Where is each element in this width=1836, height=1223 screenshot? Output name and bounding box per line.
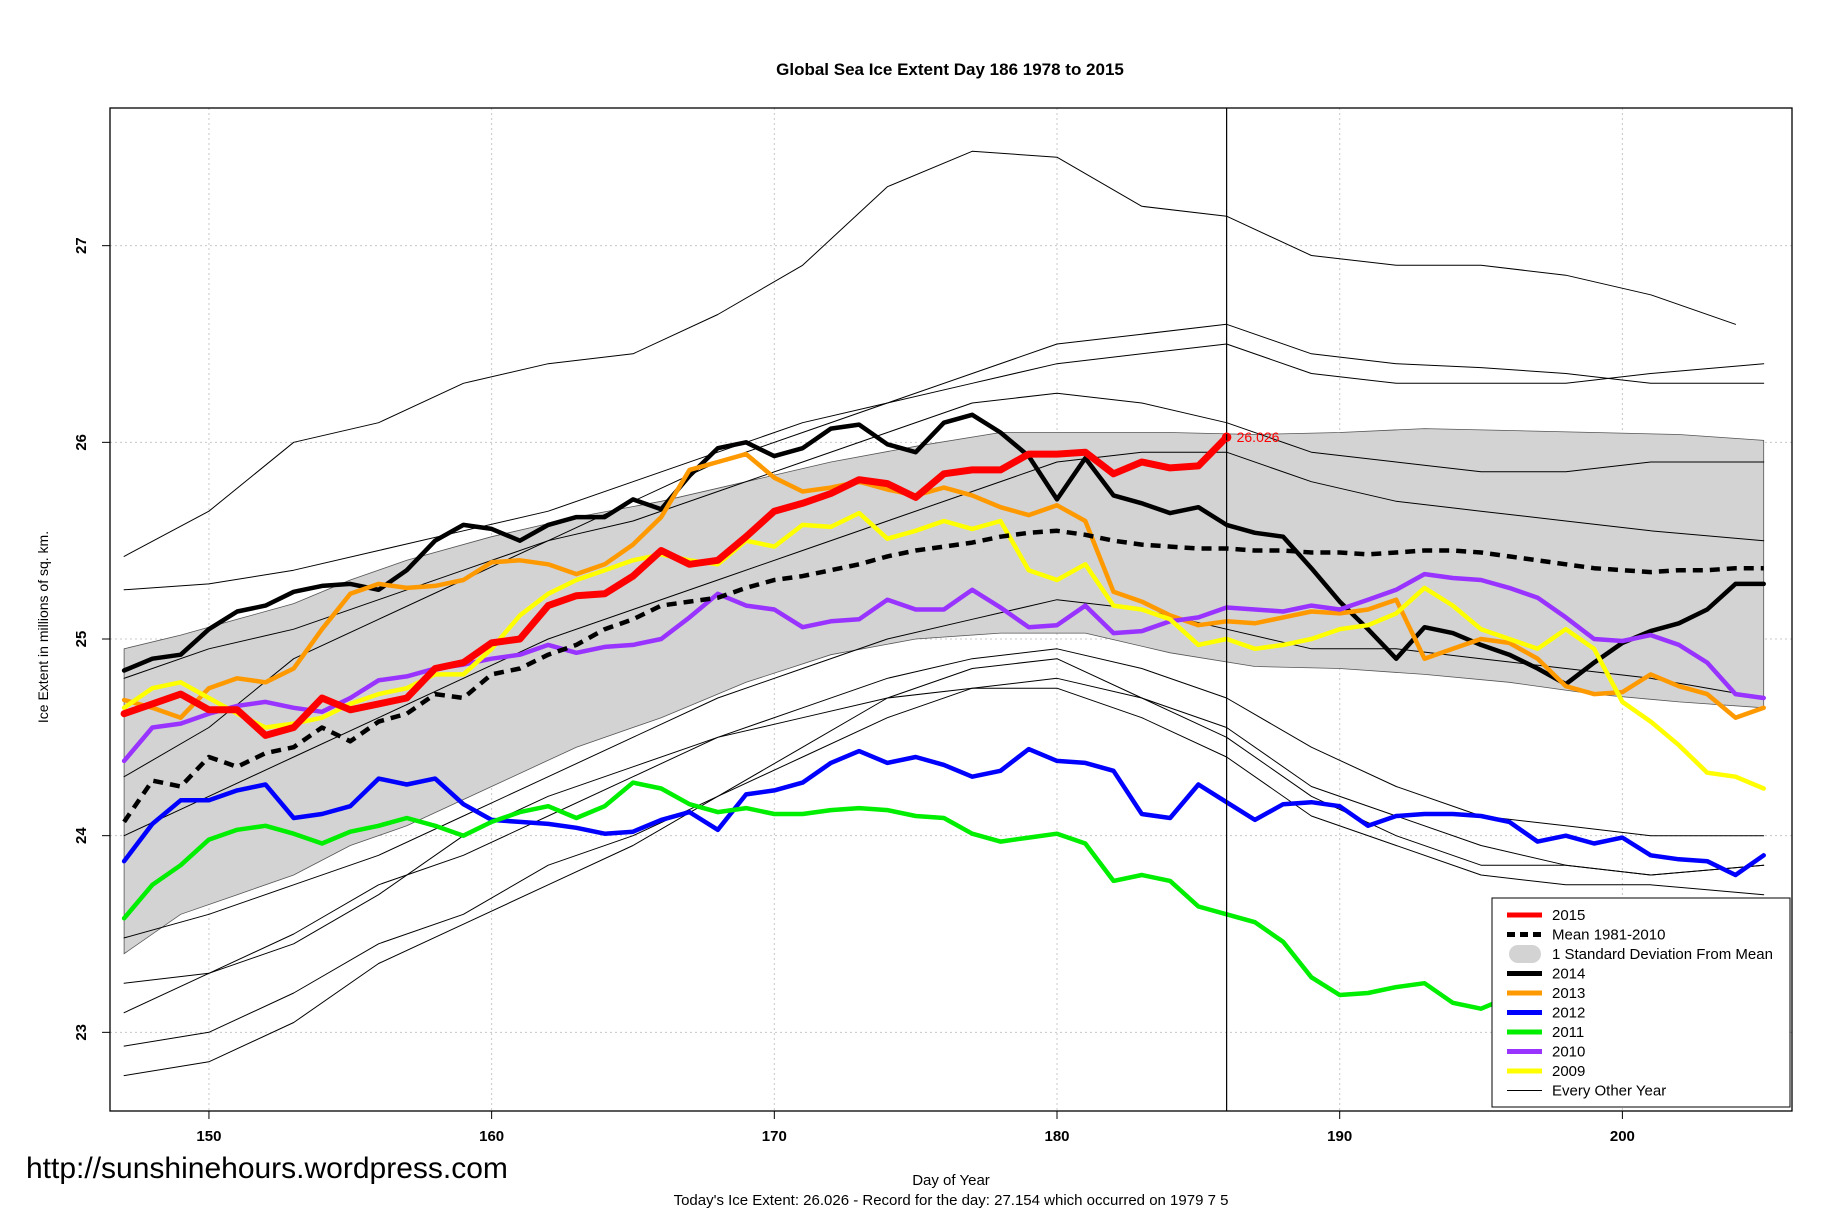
y-tick-label: 23 (73, 1024, 90, 1041)
series-line-2011 (121, 780, 1766, 1011)
series-lines (120, 150, 1766, 1077)
today-value-label: 26.026 (1237, 429, 1280, 445)
legend-swatch (1509, 945, 1541, 963)
watermark-url: http://sunshinehours.wordpress.com (26, 1152, 508, 1185)
plot-frame (109, 107, 1793, 1112)
x-tick-label: 170 (762, 1128, 787, 1145)
series-line-every-other-year (123, 343, 1765, 591)
x-tick-label: 180 (1044, 1128, 1069, 1145)
series-line-2015 (120, 433, 1231, 739)
series-line-mean-1981-2010 (122, 528, 1764, 824)
x-axis-label: Day of Year (912, 1172, 990, 1189)
subtitle: Today's Ice Extent: 26.026 - Record for … (674, 1192, 1229, 1209)
legend-label: 2015 (1552, 907, 1585, 924)
series-line-every-other-year (123, 658, 1765, 1077)
series-line-2010 (121, 571, 1766, 764)
legend-label: 2010 (1552, 1044, 1585, 1061)
series-line-every-other-year (123, 687, 1765, 984)
series-line-every-other-year (123, 150, 1736, 557)
y-tick-label: 27 (73, 237, 90, 254)
series-line-every-other-year (123, 323, 1765, 778)
y-tick-label: 26 (73, 434, 90, 451)
series-line-every-other-year (123, 392, 1765, 679)
series-line-2009 (121, 510, 1766, 791)
x-tick-label: 150 (196, 1128, 221, 1145)
y-tick-label: 25 (73, 631, 90, 648)
today-point (1221, 432, 1232, 442)
chart-title: Global Sea Ice Extent Day 186 1978 to 20… (776, 60, 1124, 79)
x-tick-label: 160 (479, 1128, 504, 1145)
legend-label: 1 Standard Deviation From Mean (1552, 946, 1773, 963)
x-axis-ticks: 150 160 170 180 190 200 (196, 1111, 1635, 1145)
x-tick-label: 190 (1327, 1128, 1352, 1145)
legend: 2015 Mean 1981-2010 1 Standard Deviation F… (1491, 897, 1791, 1108)
legend-label: Mean 1981-2010 (1552, 927, 1665, 944)
x-tick-label: 200 (1610, 1128, 1635, 1145)
series-line-every-other-year (123, 599, 1765, 939)
series-line-2012 (121, 746, 1766, 878)
legend-label: 2013 (1552, 985, 1585, 1002)
y-axis-label: Ice Extent in millions of sq. km. (35, 531, 51, 723)
series-line-every-other-year (123, 451, 1765, 837)
y-axis-ticks: 23 24 25 26 27 (73, 237, 110, 1041)
series-line-2013 (121, 451, 1766, 720)
legend-label: 2009 (1552, 1063, 1585, 1080)
legend-label: 2012 (1552, 1005, 1585, 1022)
legend-label: Every Other Year (1552, 1083, 1666, 1100)
y-tick-label: 24 (73, 827, 90, 844)
legend-label: 2014 (1552, 966, 1585, 983)
series-line-every-other-year (123, 648, 1765, 1014)
series-line-every-other-year (123, 677, 1765, 1047)
series-line-2014 (121, 412, 1766, 687)
today-marker: 26.026 (1221, 429, 1280, 445)
legend-label: 2011 (1552, 1024, 1584, 1041)
